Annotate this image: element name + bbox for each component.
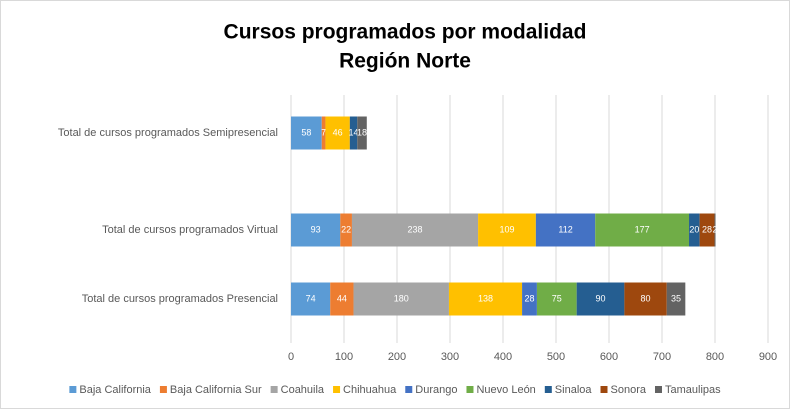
bar-segment <box>689 213 700 247</box>
bar-segment <box>357 116 367 150</box>
legend-swatch <box>333 386 341 393</box>
bar-segment <box>349 116 358 150</box>
legend-swatch <box>466 386 474 393</box>
bar-segment <box>321 116 326 150</box>
data-label: 112 <box>558 224 572 234</box>
x-tick-label: 0 <box>288 351 294 363</box>
bar-segment <box>351 213 479 247</box>
data-label: 138 <box>478 293 493 303</box>
legend-swatch <box>600 386 608 393</box>
bar-segment <box>291 213 341 247</box>
legend-label: Baja California Sur <box>170 384 262 396</box>
data-label: 177 <box>635 224 650 234</box>
bar-segment <box>330 282 354 316</box>
y-tick-label: Total de cursos programados Semipresenci… <box>58 127 278 139</box>
data-label: 180 <box>394 293 409 303</box>
data-label: 20 <box>689 224 699 234</box>
bar-segment <box>699 213 715 247</box>
bar-segment <box>448 282 523 316</box>
bar-segment <box>624 282 667 316</box>
legend: Baja California Baja California Sur Coahui… <box>69 384 721 396</box>
data-label: 46 <box>333 127 343 137</box>
chart-title: Cursos programados por modalidad <box>224 21 587 44</box>
data-label: 28 <box>524 293 534 303</box>
bar-segment <box>535 213 596 247</box>
legend-swatch <box>405 386 413 393</box>
x-tick-label: 200 <box>388 351 406 363</box>
legend-label: Durango <box>415 384 457 396</box>
data-label: 58 <box>301 127 311 137</box>
bar-segment <box>714 213 716 247</box>
bar-segment <box>291 116 322 150</box>
data-label: 7 <box>321 127 326 137</box>
legend-label: Sonora <box>611 384 647 396</box>
x-tick-label: 500 <box>547 351 565 363</box>
data-label: 74 <box>306 293 316 303</box>
legend-label: Sinaloa <box>555 384 593 396</box>
x-tick-label: 800 <box>706 351 724 363</box>
x-tick-label: 600 <box>600 351 618 363</box>
legend-label: Chihuahua <box>343 384 397 396</box>
legend-label: Coahuila <box>281 384 325 396</box>
data-label: 22 <box>341 224 351 234</box>
x-tick-label: 700 <box>653 351 671 363</box>
legend-swatch <box>270 386 278 393</box>
legend-label: Tamaulipas <box>665 384 721 396</box>
legend-swatch <box>544 386 552 393</box>
data-label: 2 <box>712 224 717 234</box>
legend-label: Baja California <box>79 384 151 396</box>
data-label: 109 <box>499 224 514 234</box>
bar-segment <box>478 213 536 247</box>
x-tick-label: 100 <box>335 351 353 363</box>
legend-swatch <box>159 386 167 393</box>
bar-segment <box>291 282 331 316</box>
data-label: 238 <box>408 224 423 234</box>
bar-segment <box>536 282 577 316</box>
bar-segment <box>340 213 352 247</box>
bar-segment <box>666 282 686 316</box>
bar-segment <box>325 116 350 150</box>
y-tick-label: Total de cursos programados Virtual <box>102 224 278 236</box>
data-label: 80 <box>641 293 651 303</box>
data-label: 90 <box>596 293 606 303</box>
data-label: 44 <box>337 293 347 303</box>
x-tick-label: 300 <box>441 351 459 363</box>
bar-segment <box>522 282 537 316</box>
data-label: 93 <box>311 224 321 234</box>
data-label: 35 <box>671 293 681 303</box>
legend-swatch <box>654 386 662 393</box>
x-tick-label: 900 <box>759 351 777 363</box>
y-tick-label: Total de cursos programados Presencial <box>82 293 278 305</box>
legend-swatch <box>69 386 77 393</box>
data-label: 14 <box>349 127 359 137</box>
bar-segment <box>595 213 690 247</box>
x-tick-label: 400 <box>494 351 512 363</box>
data-label: 28 <box>702 224 712 234</box>
legend-label: Nuevo León <box>476 384 535 396</box>
data-label: 75 <box>552 293 562 303</box>
bar-segment <box>353 282 449 316</box>
bar-segment <box>576 282 625 316</box>
chart-subtitle: Región Norte <box>339 50 471 73</box>
data-label: 18 <box>357 127 367 137</box>
